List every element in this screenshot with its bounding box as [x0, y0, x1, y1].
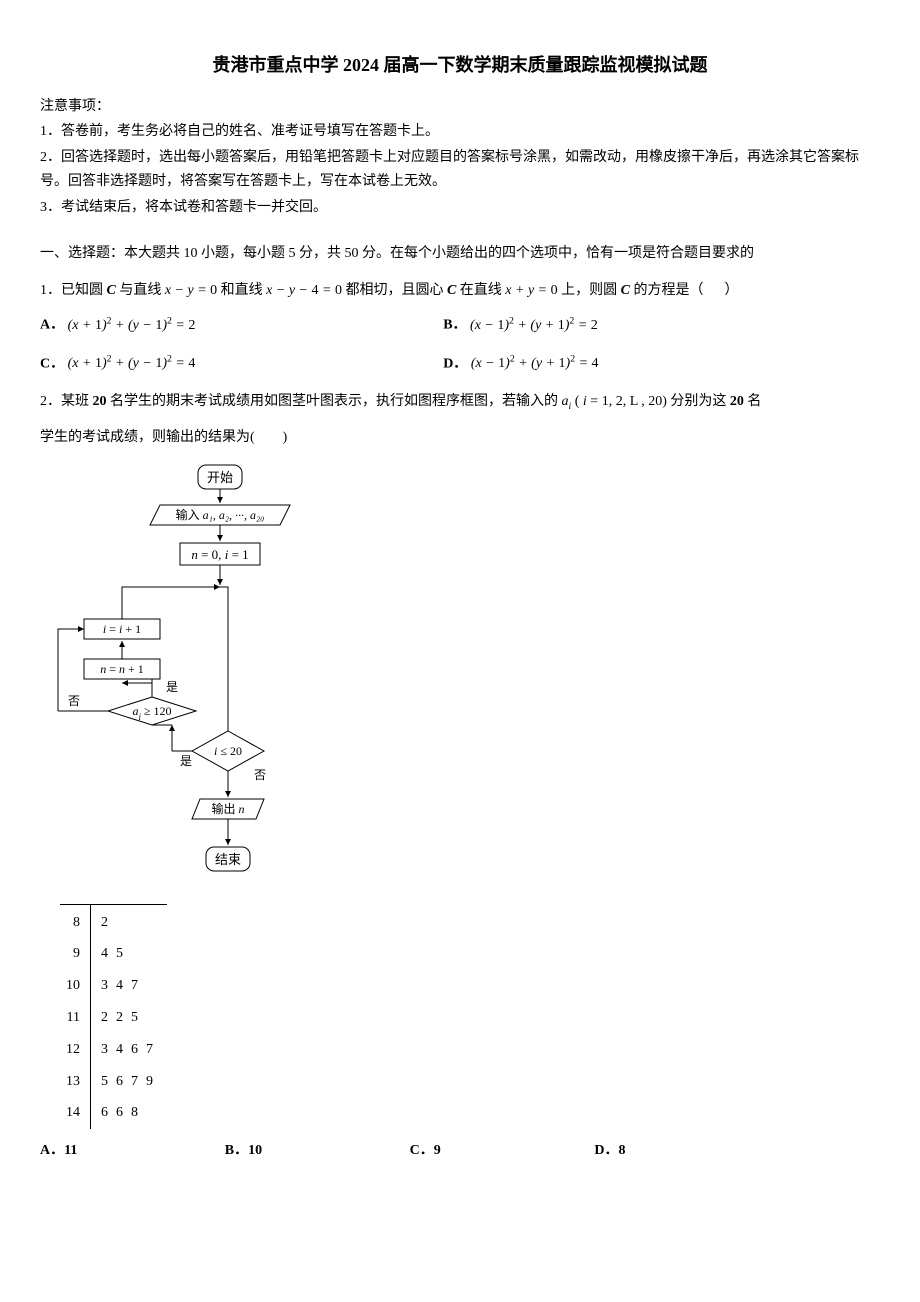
opt-value: 10	[248, 1143, 262, 1158]
eq1: x − y = 0	[165, 283, 217, 298]
opt-label: B．	[443, 318, 466, 333]
leaves-cell: 45	[91, 938, 168, 970]
flowchart: 开始 输入 a₁, a₂, ···, a₂₀ n = 0, i = 1 i ≤ …	[40, 459, 880, 898]
flowchart-svg: 开始 输入 a₁, a₂, ···, a₂₀ n = 0, i = 1 i ≤ …	[40, 459, 300, 889]
text: 2．某班	[40, 394, 93, 409]
stem-cell: 9	[60, 938, 91, 970]
flow-no: 否	[254, 768, 266, 782]
var-C: C	[107, 283, 116, 298]
opt-label: D．	[443, 356, 467, 371]
eq3: x + y = 0	[505, 283, 557, 298]
q2-option-B: B．10	[225, 1139, 410, 1163]
flow-yes: 是	[166, 680, 178, 694]
opt-value: 11	[64, 1143, 77, 1158]
q2-option-A: A．11	[40, 1139, 225, 1163]
eq2: x − y − 4 = 0	[266, 283, 342, 298]
stem-cell: 10	[60, 970, 91, 1002]
flow-cond2: i ≤ 20	[214, 744, 242, 758]
q2-stem: 2．某班 20 名学生的期末考试成绩用如图茎叶图表示，执行如图程序框图，若输入的…	[40, 390, 880, 449]
opt-value: 8	[619, 1143, 626, 1158]
flow-input: 输入 a₁, a₂, ···, a₂₀	[176, 507, 265, 522]
leaves-cell: 347	[91, 970, 168, 1002]
formula: (x + 1)2 + (y − 1)2 = 4	[68, 356, 196, 371]
text: 在直线	[456, 283, 505, 298]
stemleaf-plot: 82945103471122512346713567914668	[60, 904, 167, 1129]
instruction-line: 2．回答选择题时，选出每小题答案后，用铅笔把答题卡上对应题目的答案标号涂黑，如需…	[40, 146, 880, 194]
text: 1．已知圆	[40, 283, 107, 298]
opt-label: C．	[410, 1143, 434, 1158]
ai-expr: ai ( i = 1, 2, L , 20)	[562, 394, 667, 409]
flow-init: n = 0, i = 1	[191, 547, 248, 562]
q1-option-A: A． (x + 1)2 + (y − 1)2 = 2	[40, 313, 443, 337]
question-2: 2．某班 20 名学生的期末考试成绩用如图茎叶图表示，执行如图程序框图，若输入的…	[40, 390, 880, 1163]
q2-option-D: D．8	[594, 1139, 779, 1163]
flow-no: 否	[68, 694, 80, 708]
var-C: C	[621, 283, 630, 298]
formula: (x − 1)2 + (y + 1)2 = 2	[470, 318, 598, 333]
formula: (x + 1)2 + (y − 1)2 = 2	[68, 318, 196, 333]
instruction-line: 3．考试结束后，将本试卷和答题卡一并交回。	[40, 196, 880, 220]
q1-stem: 1．已知圆 C 与直线 x − y = 0 和直线 x − y − 4 = 0 …	[40, 279, 880, 303]
stem-cell: 11	[60, 1002, 91, 1034]
instructions-header: 注意事项：	[40, 95, 880, 119]
page-title: 贵港市重点中学 2024 届高一下数学期末质量跟踪监视模拟试题	[40, 50, 880, 81]
q1-options: A． (x + 1)2 + (y − 1)2 = 2 B． (x − 1)2 +…	[40, 313, 880, 376]
q2-option-C: C．9	[410, 1139, 595, 1163]
stem-cell: 8	[60, 907, 91, 939]
q2-stem-line1: 2．某班 20 名学生的期末考试成绩用如图茎叶图表示，执行如图程序框图，若输入的…	[40, 390, 880, 415]
stemleaf-row: 11225	[60, 1002, 167, 1034]
stem-cell: 14	[60, 1097, 91, 1129]
stemleaf-row: 945	[60, 938, 167, 970]
stem-cell: 13	[60, 1066, 91, 1098]
opt-label: A．	[40, 318, 64, 333]
text: 的方程是（ ）	[630, 283, 739, 298]
q1-option-D: D． (x − 1)2 + (y + 1)2 = 4	[443, 352, 880, 376]
instructions-block: 注意事项： 1．答卷前，考生务必将自己的姓名、准考证号填写在答题卡上。 2．回答…	[40, 95, 880, 220]
text: 都相切，且圆心	[342, 283, 447, 298]
leaves-cell: 5679	[91, 1066, 168, 1098]
section-header: 一、选择题：本大题共 10 小题，每小题 5 分，共 50 分。在每个小题给出的…	[40, 242, 880, 266]
flow-start: 开始	[207, 470, 233, 485]
text: 名学生的期末考试成绩用如图茎叶图表示，执行如图程序框图，若输入的	[107, 394, 562, 409]
flow-yes: 是	[180, 754, 192, 768]
q1-option-C: C． (x + 1)2 + (y − 1)2 = 4	[40, 352, 443, 376]
opt-label: A．	[40, 1143, 64, 1158]
opt-label: B．	[225, 1143, 248, 1158]
flow-inc-n: n = n + 1	[100, 662, 144, 676]
stemleaf-row: 14668	[60, 1097, 167, 1129]
text: 与直线	[116, 283, 165, 298]
text: 分别为这	[667, 394, 730, 409]
text: 和直线	[217, 283, 266, 298]
text: 名	[744, 394, 762, 409]
leaves-cell: 3467	[91, 1034, 168, 1066]
flow-output: 输出 n	[211, 801, 244, 816]
leaves-cell: 668	[91, 1097, 168, 1129]
flow-end: 结束	[215, 852, 241, 867]
stemleaf-row: 123467	[60, 1034, 167, 1066]
stem-cell: 12	[60, 1034, 91, 1066]
question-1: 1．已知圆 C 与直线 x − y = 0 和直线 x − y − 4 = 0 …	[40, 279, 880, 376]
leaves-cell: 2	[91, 907, 168, 939]
opt-value: 9	[434, 1143, 441, 1158]
stemleaf-row: 10347	[60, 970, 167, 1002]
leaves-cell: 225	[91, 1002, 168, 1034]
stemleaf-row: 135679	[60, 1066, 167, 1098]
text: 上，则圆	[558, 283, 621, 298]
instruction-line: 1．答卷前，考生务必将自己的姓名、准考证号填写在答题卡上。	[40, 120, 880, 144]
num: 20	[730, 394, 744, 409]
opt-label: D．	[594, 1143, 618, 1158]
opt-label: C．	[40, 356, 64, 371]
flow-inc-i: i = i + 1	[103, 622, 141, 636]
q2-options: A．11 B．10 C．9 D．8	[40, 1139, 880, 1163]
stemleaf-row: 82	[60, 907, 167, 939]
num: 20	[93, 394, 107, 409]
q2-stem-line2: 学生的考试成绩，则输出的结果为( )	[40, 426, 880, 450]
formula: (x − 1)2 + (y + 1)2 = 4	[471, 356, 599, 371]
var-C: C	[447, 283, 456, 298]
q1-option-B: B． (x − 1)2 + (y + 1)2 = 2	[443, 313, 880, 337]
